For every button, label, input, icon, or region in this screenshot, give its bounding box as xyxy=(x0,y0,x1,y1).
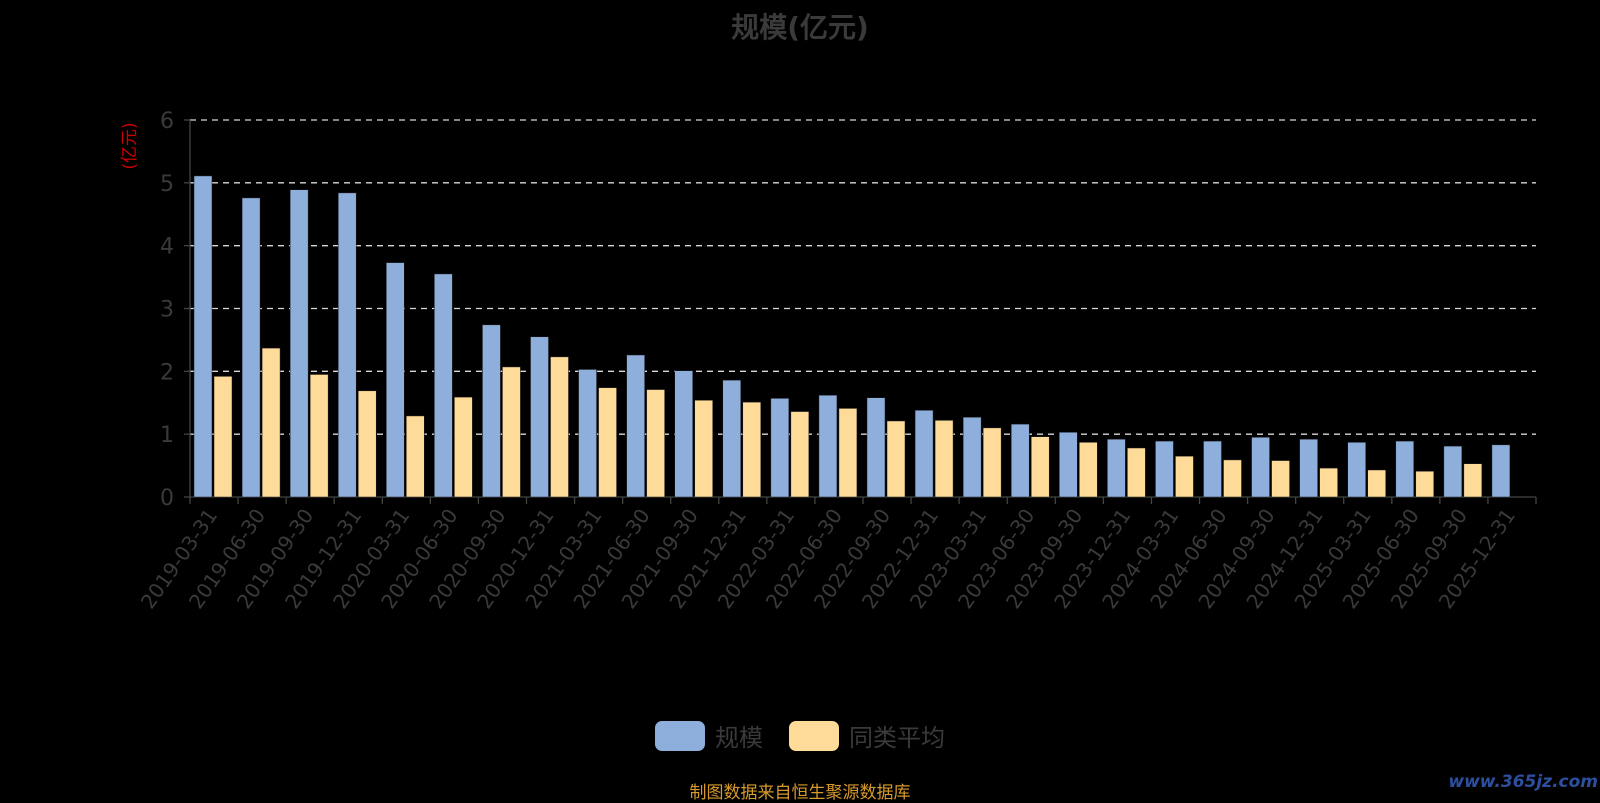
bar xyxy=(838,408,858,498)
y-tick-label: 3 xyxy=(160,298,174,323)
legend-swatch-scale xyxy=(655,720,705,751)
bar xyxy=(626,354,645,498)
bar xyxy=(357,390,377,498)
bar xyxy=(386,262,405,498)
bar xyxy=(241,197,261,498)
bars xyxy=(193,175,1511,498)
bar xyxy=(434,273,453,498)
bar xyxy=(742,401,762,498)
bar xyxy=(646,389,665,498)
bar xyxy=(289,189,309,498)
bar xyxy=(722,379,742,498)
y-tick-labels: 0 1 2 3 4 5 6 xyxy=(160,109,174,511)
chart-title: 规模(亿元) xyxy=(731,11,869,44)
bar xyxy=(261,347,281,498)
bar xyxy=(982,427,1002,498)
legend-label-scale: 规模 xyxy=(715,724,763,752)
bar xyxy=(790,411,810,498)
y-tick-label: 6 xyxy=(160,109,174,134)
legend-label-peer-average: 同类平均 xyxy=(849,724,945,752)
bar xyxy=(454,396,473,498)
bar xyxy=(1463,463,1483,498)
y-tick-label: 5 xyxy=(160,172,174,197)
bar xyxy=(482,324,501,498)
bar xyxy=(886,420,906,498)
data-source-note: 制图数据来自恒生聚源数据库 xyxy=(689,783,911,803)
bar xyxy=(1319,467,1338,498)
y-tick-label: 4 xyxy=(160,235,174,260)
bar xyxy=(309,374,329,498)
bar xyxy=(1079,442,1098,498)
bar xyxy=(1127,447,1146,498)
bar xyxy=(213,376,233,498)
bar xyxy=(578,369,597,498)
bar xyxy=(193,175,213,498)
bar xyxy=(1415,470,1435,498)
bar xyxy=(818,394,838,498)
legend-item-scale[interactable]: 规模 xyxy=(655,718,763,753)
legend: 规模 同类平均 xyxy=(0,718,1600,753)
bar xyxy=(1175,455,1194,498)
bar xyxy=(962,416,982,498)
bar xyxy=(1223,459,1242,498)
bar xyxy=(1010,423,1030,498)
bar xyxy=(770,398,790,498)
bar xyxy=(1107,438,1126,498)
bar xyxy=(1203,440,1222,498)
y-tick-label: 0 xyxy=(160,486,174,511)
bar xyxy=(406,415,425,498)
y-tick-label: 1 xyxy=(160,423,174,448)
bar xyxy=(1443,445,1463,498)
bar xyxy=(1299,438,1318,498)
y-tick-label: 2 xyxy=(160,360,174,385)
bar xyxy=(866,397,886,498)
bar xyxy=(337,192,357,498)
bar xyxy=(1251,437,1270,498)
bar xyxy=(1030,436,1050,498)
legend-swatch-peer-average xyxy=(789,720,839,751)
bar xyxy=(502,366,521,498)
bar xyxy=(1347,442,1366,498)
bar xyxy=(1059,432,1078,498)
bar xyxy=(530,336,549,498)
bar xyxy=(1155,440,1174,498)
bar xyxy=(550,356,569,498)
bar xyxy=(1491,444,1511,498)
bar xyxy=(1395,440,1415,498)
x-tick-labels: 2019-03-312019-06-302019-09-302019-12-31… xyxy=(136,504,1520,613)
bar xyxy=(914,410,934,498)
watermark-text: www.365jz.com xyxy=(1448,772,1598,792)
bar xyxy=(1271,460,1290,498)
bar xyxy=(694,399,713,498)
bar xyxy=(1367,469,1386,498)
y-axis-label: (亿元) xyxy=(120,122,140,169)
legend-item-peer-average[interactable]: 同类平均 xyxy=(789,718,945,753)
bar xyxy=(674,370,693,498)
bar xyxy=(934,420,954,498)
bar xyxy=(598,387,617,498)
